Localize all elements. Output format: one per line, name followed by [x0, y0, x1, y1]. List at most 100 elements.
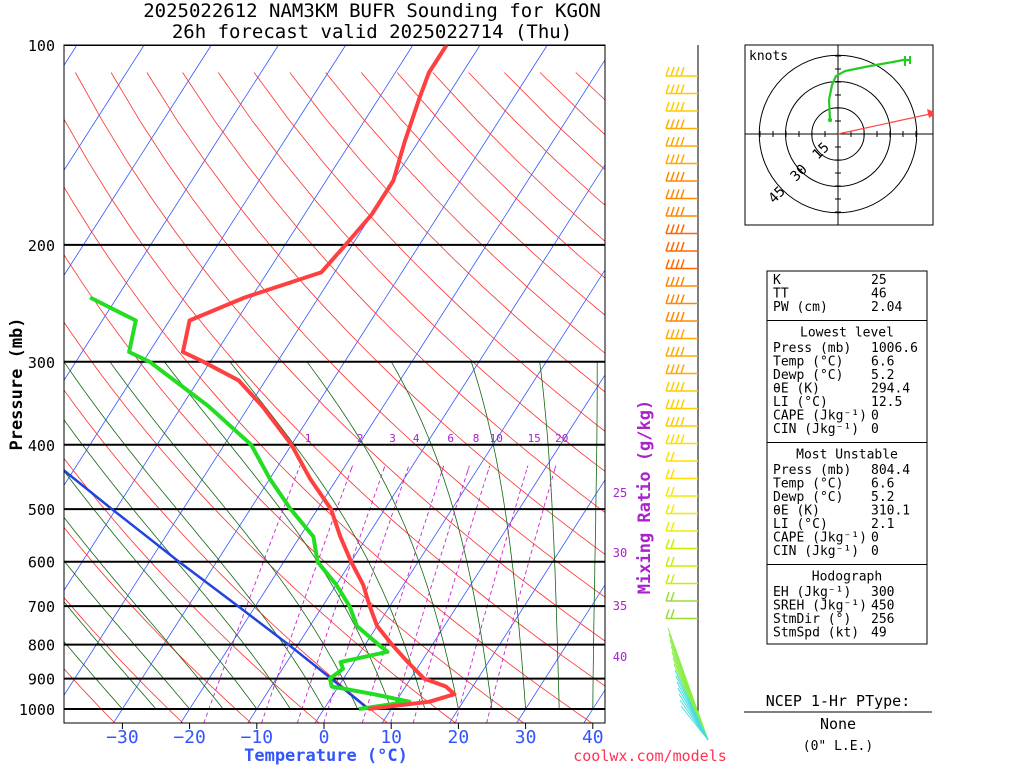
barb-flag: [670, 206, 675, 217]
stats-unstable-value: 0: [871, 531, 879, 546]
isotherm: [64, 45, 481, 696]
wind-barb: [665, 84, 698, 95]
mixing-ratio-tick-label: 6: [447, 432, 454, 445]
stats-lowest-key: θE (K): [773, 382, 820, 397]
barb-flag: [665, 294, 670, 304]
dry-adiabat: [253, 72, 605, 432]
barb-flag: [665, 574, 670, 584]
temperature-tick-label: 10: [380, 727, 402, 748]
mixing-ratio-line: [412, 465, 491, 723]
stats-hodograph-key: StmSpd (kt): [773, 626, 859, 641]
wind-barb: [665, 276, 698, 287]
ptype-value: None: [820, 715, 856, 733]
barb-flag: [670, 84, 675, 94]
barb-flag: [680, 84, 685, 94]
temperature-tick-label: −10: [241, 727, 274, 748]
isotherm: [247, 164, 605, 723]
barb-flag: [670, 521, 675, 532]
wind-barb: [665, 416, 698, 427]
mixing-ratio-tick-label: 8: [473, 432, 480, 445]
barb-flag: [670, 539, 675, 549]
stats-unstable-key: CAPE (Jkg⁻¹): [773, 531, 867, 546]
barb-flag: [665, 119, 670, 129]
barb-flag: [675, 434, 680, 444]
barb-flag: [670, 346, 675, 357]
pressure-tick-label: 700: [28, 598, 55, 616]
stats-lowest-key: LI (°C): [773, 395, 828, 410]
stats-unstable-value: 0: [871, 544, 879, 559]
barb-flag: [675, 381, 680, 392]
stats-unstable-key: Dewp (°C): [773, 490, 843, 505]
pressure-tick-label: 400: [28, 437, 55, 455]
barb-flag: [665, 84, 670, 94]
wind-barb: [665, 556, 698, 567]
stats-lowest-key: CIN (Jkg⁻¹): [773, 422, 859, 437]
barb-flag: [665, 364, 670, 374]
barb-flag: [670, 329, 675, 339]
mixing-ratio-line: [390, 465, 470, 723]
stats-lowest-key: CAPE (Jkg⁻¹): [773, 409, 867, 424]
barb-flag: [665, 346, 670, 357]
stats-unstable-value: 5.2: [871, 490, 894, 505]
barb-flag: [670, 171, 675, 182]
stats-lowest-value: 6.6: [871, 355, 894, 370]
barb-flag: [670, 364, 675, 374]
barb-flag: [675, 259, 680, 269]
barb-flag: [680, 66, 685, 77]
wind-barb: [665, 609, 698, 620]
barb-flag: [675, 224, 680, 234]
stats-lowest-value: 0: [871, 409, 879, 424]
plot-frame: [63, 44, 606, 724]
dry-adiabat: [64, 596, 184, 723]
mixing-ratio-line: [455, 465, 529, 723]
pressure-tick-label: 500: [28, 501, 55, 519]
barb-flag: [675, 206, 680, 217]
stats-hodograph-key: StmDir (°): [773, 612, 851, 627]
stats-top-key: K: [773, 273, 781, 288]
barb-flag: [680, 276, 685, 287]
barb-flag: [665, 206, 670, 217]
stats-unstable-key: θE (K): [773, 504, 820, 519]
barb-flag: [680, 416, 685, 427]
stats-hodograph-value: 49: [871, 626, 887, 641]
barb-flag: [675, 364, 680, 374]
wind-barb: [665, 364, 698, 375]
x-axis-label: Temperature (°C): [244, 746, 408, 766]
pressure-tick-label: 600: [28, 554, 55, 572]
barb-flag: [680, 206, 685, 217]
hodograph-unit-label: knots: [749, 49, 788, 64]
isotherm: [64, 45, 347, 486]
barb-flag: [665, 381, 670, 392]
moist-adiabat: [592, 361, 598, 709]
barb-flag: [675, 66, 680, 77]
background-lines: [64, 45, 605, 723]
mixing-ratio-tick-label: 3: [389, 432, 396, 445]
barb-flag: [675, 329, 680, 339]
wind-barb: [665, 434, 698, 445]
theta-e-label: 35: [613, 599, 627, 613]
mixing-ratio-axis-label: Mixing Ratio (g/kg): [635, 400, 655, 594]
wind-barb: [665, 206, 698, 217]
dewpoint-line: [89, 295, 412, 711]
stats-frame: [766, 270, 928, 645]
barb-flag: [680, 434, 685, 444]
barb-flag: [670, 434, 675, 444]
barb-flag: [665, 136, 670, 147]
wind-barb: [665, 346, 698, 357]
stats-top-value: 2.04: [871, 300, 902, 315]
barb-flag: [665, 259, 670, 269]
moist-adiabat: [64, 516, 224, 710]
barb-flag: [665, 504, 670, 514]
dry-adiabat: [146, 72, 605, 555]
wind-barb: [665, 136, 698, 147]
barb-flag: [675, 276, 680, 287]
barb-flag: [680, 154, 685, 164]
barb-flag: [665, 171, 670, 182]
barb-flag: [670, 609, 675, 619]
barb-flag: [680, 381, 685, 392]
dry-adiabat: [325, 72, 605, 354]
barb-flag: [680, 294, 685, 304]
barb-flag: [680, 119, 685, 129]
pressure-tick-label: 300: [28, 354, 55, 372]
